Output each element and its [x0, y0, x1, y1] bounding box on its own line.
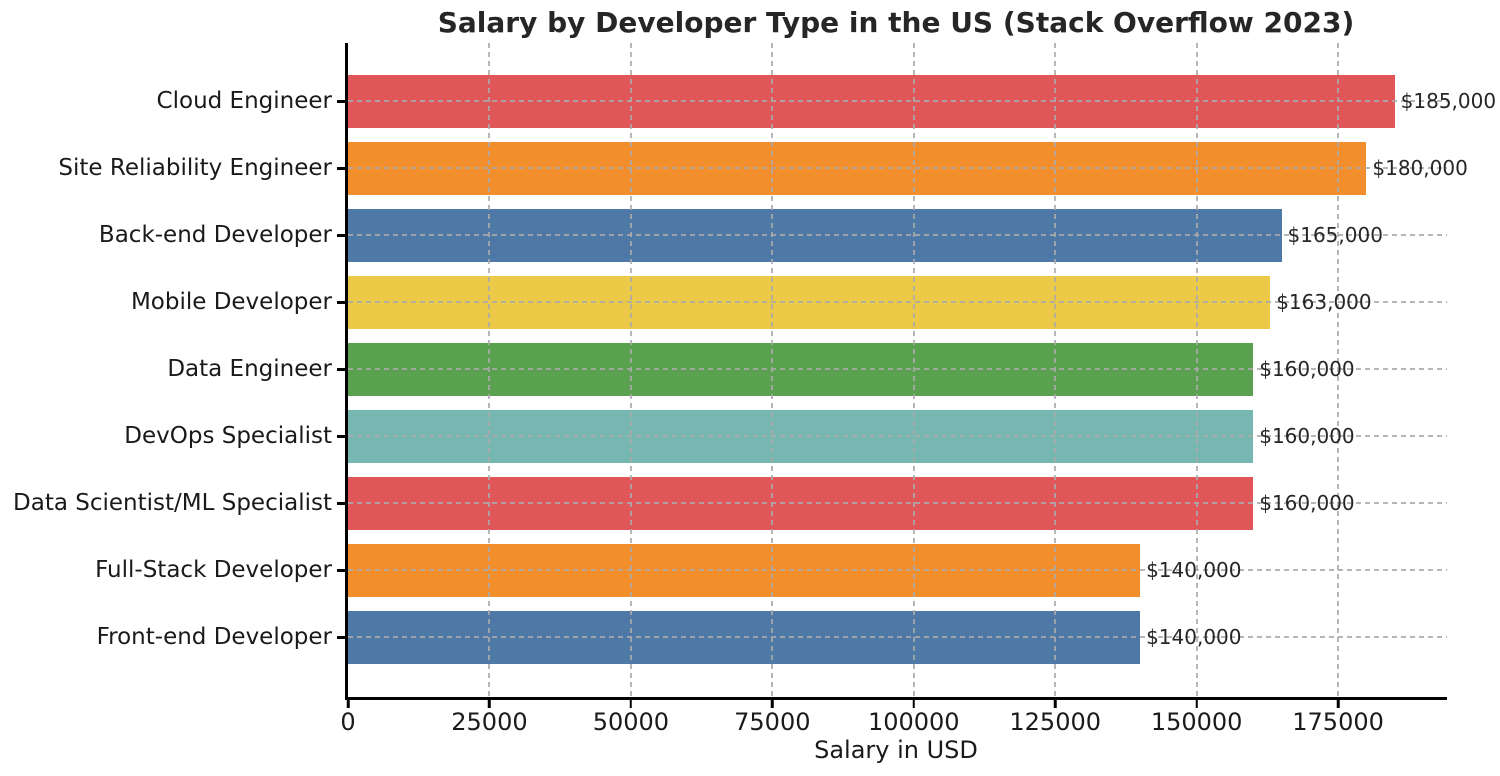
x-axis-tick-mark: [346, 700, 350, 708]
category-label: Full-Stack Developer: [95, 557, 332, 583]
bar-row: Data Scientist/ML Specialist $160,000: [13, 470, 1447, 537]
category-label: Site Reliability Engineer: [58, 155, 332, 181]
bar-row: Data Engineer $160,000: [167, 336, 1447, 403]
value-label: $160,000: [1259, 357, 1355, 381]
y-axis-tick-mark: [337, 368, 345, 371]
value-label: $160,000: [1259, 424, 1355, 448]
x-axis-tick-labels: 0 25000 50000 75000 100000 125000 150000 175000: [340, 708, 1447, 738]
y-axis-tick-mark: [337, 301, 345, 304]
y-axis-tick-mark: [337, 636, 345, 639]
y-axis-tick-mark: [337, 502, 345, 505]
category-label: Data Scientist/ML Specialist: [13, 490, 332, 516]
value-label: $163,000: [1276, 290, 1372, 314]
bar-row: DevOps Specialist $160,000: [124, 403, 1447, 470]
x-axis-tick-mark: [1053, 700, 1057, 708]
bar-row: Site Reliability Engineer $180,000: [58, 135, 1468, 202]
category-label: Back-end Developer: [98, 222, 332, 248]
horizontal-gridline: [348, 636, 1447, 638]
category-label: Data Engineer: [167, 356, 332, 382]
horizontal-gridline: [348, 100, 1447, 102]
x-axis-tick-label: 0: [340, 708, 356, 736]
horizontal-gridline: [348, 301, 1447, 303]
x-axis-tick-mark: [629, 700, 633, 708]
x-axis-tick-label: 100000: [867, 708, 960, 736]
x-axis-ticks: [346, 700, 1447, 712]
horizontal-gridline: [348, 368, 1447, 370]
bar-row: Cloud Engineer $185,000: [157, 68, 1496, 135]
x-axis-label: Salary in USD: [814, 736, 978, 764]
value-label: $165,000: [1287, 223, 1383, 247]
horizontal-gridline: [348, 234, 1447, 236]
category-label: Mobile Developer: [130, 289, 332, 315]
x-axis-tick-label: 150000: [1150, 708, 1243, 736]
bar-rows: Cloud Engineer $185,000 Site Reliability E…: [13, 43, 1496, 697]
horizontal-gridline: [348, 502, 1447, 504]
category-label: Front-end Developer: [96, 624, 332, 650]
category-label: Cloud Engineer: [156, 88, 332, 114]
plot-area: Cloud Engineer $185,000 Site Reliability E…: [13, 43, 1496, 700]
x-axis-tick-label: 125000: [1009, 708, 1102, 736]
bar-row: Back-end Developer $165,000: [99, 202, 1447, 269]
value-label: $180,000: [1372, 156, 1468, 180]
y-axis-tick-mark: [337, 234, 345, 237]
value-label: $140,000: [1146, 625, 1242, 649]
chart-title: Salary by Developer Type in the US (Stac…: [437, 6, 1355, 39]
bar-row: Mobile Developer $163,000: [131, 269, 1447, 336]
y-axis-tick-mark: [337, 435, 345, 438]
value-label: $160,000: [1259, 491, 1355, 515]
category-label: DevOps Specialist: [124, 423, 332, 449]
x-axis-tick-mark: [488, 700, 491, 708]
value-label: $140,000: [1146, 558, 1242, 582]
horizontal-gridline: [348, 435, 1447, 437]
y-axis-tick-mark: [337, 569, 345, 572]
x-axis-tick-label: 175000: [1292, 708, 1384, 736]
horizontal-gridline: [348, 569, 1447, 571]
horizontal-gridline: [348, 167, 1447, 169]
x-axis-tick-mark: [1195, 700, 1198, 708]
value-label: $185,000: [1400, 89, 1497, 113]
y-axis-tick-mark: [337, 100, 345, 103]
x-axis-tick-label: 25000: [451, 708, 528, 736]
bar-row: Full-Stack Developer $140,000: [95, 537, 1447, 604]
bar-row: Front-end Developer $140,000: [97, 604, 1447, 671]
x-axis-tick-mark: [912, 700, 915, 708]
x-axis-tick-mark: [771, 700, 774, 708]
x-axis-tick-mark: [1336, 700, 1340, 708]
x-axis-tick-label: 50000: [592, 708, 670, 736]
y-axis-tick-mark: [337, 167, 345, 170]
x-axis-tick-label: 75000: [734, 708, 811, 736]
